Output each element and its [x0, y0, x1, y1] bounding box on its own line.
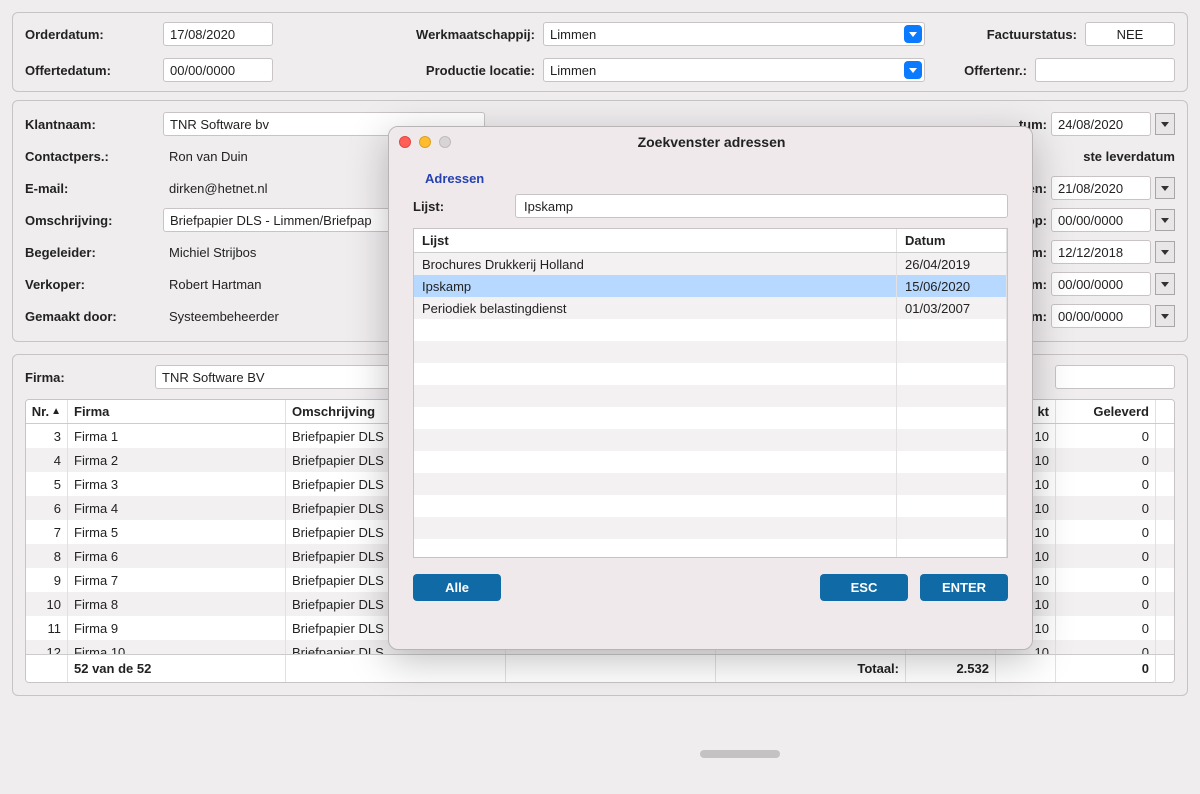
- werkmaatschappij-select[interactable]: Limmen: [543, 22, 925, 46]
- productielocatie-select[interactable]: Limmen: [543, 58, 925, 82]
- firma-value[interactable]: TNR Software BV: [155, 365, 395, 389]
- contactpers-value: Ron van Duin: [163, 149, 248, 164]
- list-item: [414, 517, 1007, 539]
- calendar-dropdown-icon[interactable]: [1155, 305, 1175, 327]
- omschrijving-label: Omschrijving:: [25, 213, 155, 228]
- factuurstatus-label: Factuurstatus:: [987, 27, 1077, 42]
- alle-button[interactable]: Alle: [413, 574, 501, 601]
- date-field: ste leverdatum: [1083, 143, 1175, 169]
- list-item: [414, 539, 1007, 557]
- list-item[interactable]: Periodiek belastingdienst 01/03/2007: [414, 297, 1007, 319]
- date-field: tum: 24/08/2020: [1017, 111, 1175, 137]
- lijst-label: Lijst:: [413, 199, 503, 214]
- werkmaatschappij-value: Limmen: [550, 27, 596, 42]
- calendar-dropdown-icon[interactable]: [1155, 177, 1175, 199]
- footer-totaal-label: Totaal:: [716, 655, 906, 682]
- productielocatie-label: Productie locatie:: [395, 63, 535, 78]
- col-nr[interactable]: Nr.▲: [26, 400, 68, 423]
- date-field: l op: 00/00/0000: [1017, 207, 1175, 233]
- gemaaktdoor-label: Gemaakt door:: [25, 309, 155, 324]
- col-geleverd[interactable]: Geleverd: [1056, 400, 1156, 423]
- modal-col-datum[interactable]: Datum: [897, 229, 1007, 252]
- enter-button[interactable]: ENTER: [920, 574, 1008, 601]
- calendar-dropdown-icon[interactable]: [1155, 241, 1175, 263]
- adressen-fieldset-label: Adressen: [425, 171, 1014, 186]
- verkoper-label: Verkoper:: [25, 277, 155, 292]
- verkoper-value: Robert Hartman: [163, 277, 261, 292]
- order-header-panel: Orderdatum: 17/08/2020 Offertedatum: 00/…: [12, 12, 1188, 92]
- orderdatum-value[interactable]: 17/08/2020: [163, 22, 273, 46]
- firma-label: Firma:: [25, 370, 145, 385]
- list-item: [414, 385, 1007, 407]
- address-search-dialog: Zoekvenster adressen Adressen Lijst: Ips…: [388, 126, 1033, 650]
- contactpers-label: Contactpers.:: [25, 149, 155, 164]
- calendar-dropdown-icon[interactable]: [1155, 273, 1175, 295]
- esc-button[interactable]: ESC: [820, 574, 908, 601]
- date-value[interactable]: 00/00/0000: [1051, 272, 1151, 296]
- date-value[interactable]: 00/00/0000: [1051, 208, 1151, 232]
- footer-count: 52 van de 52: [68, 655, 286, 682]
- date-label: ste leverdatum: [1083, 149, 1175, 164]
- list-item: [414, 319, 1007, 341]
- calendar-dropdown-icon[interactable]: [1155, 113, 1175, 135]
- offertenr-value[interactable]: [1035, 58, 1175, 82]
- dialog-title: Zoekvenster adressen: [401, 134, 1022, 150]
- begeleider-label: Begeleider:: [25, 245, 155, 260]
- date-value[interactable]: 00/00/0000: [1051, 304, 1151, 328]
- list-item: [414, 451, 1007, 473]
- date-value[interactable]: 21/08/2020: [1051, 176, 1151, 200]
- footer-totaal: 2.532: [906, 655, 996, 682]
- list-item: [414, 473, 1007, 495]
- chevron-down-icon: [904, 25, 922, 43]
- list-item: [414, 429, 1007, 451]
- sort-asc-icon: ▲: [51, 406, 61, 417]
- email-value: dirken@hetnet.nl: [163, 181, 267, 196]
- date-value[interactable]: 24/08/2020: [1051, 112, 1151, 136]
- begeleider-value: Michiel Strijbos: [163, 245, 256, 260]
- date-field: tum: 12/12/2018: [1017, 239, 1175, 265]
- col-firma[interactable]: Firma: [68, 400, 286, 423]
- klantnaam-label: Klantnaam:: [25, 117, 155, 132]
- dialog-titlebar[interactable]: Zoekvenster adressen: [389, 127, 1032, 157]
- table-footer: 52 van de 52 Totaal: 2.532 0: [26, 654, 1174, 682]
- date-field: tum: 00/00/0000: [1017, 271, 1175, 297]
- factuurstatus-value: NEE: [1085, 22, 1175, 46]
- orderdatum-label: Orderdatum:: [25, 27, 155, 42]
- werkmaatschappij-label: Werkmaatschappij:: [395, 27, 535, 42]
- footer-geleverd: 0: [1056, 655, 1156, 682]
- calendar-dropdown-icon[interactable]: [1155, 209, 1175, 231]
- lijst-input[interactable]: Ipskamp: [515, 194, 1008, 218]
- list-item[interactable]: Ipskamp 15/06/2020: [414, 275, 1007, 297]
- firma-extra-input[interactable]: [1055, 365, 1175, 389]
- list-item: [414, 363, 1007, 385]
- list-item: [414, 341, 1007, 363]
- list-item[interactable]: Brochures Drukkerij Holland 26/04/2019: [414, 253, 1007, 275]
- date-field: den: 21/08/2020: [1017, 175, 1175, 201]
- list-item: [414, 407, 1007, 429]
- modal-col-lijst[interactable]: Lijst: [414, 229, 897, 252]
- email-label: E-mail:: [25, 181, 155, 196]
- address-list-table: Lijst Datum Brochures Drukkerij Holland …: [413, 228, 1008, 558]
- list-item: [414, 495, 1007, 517]
- offertedatum-value[interactable]: 00/00/0000: [163, 58, 273, 82]
- offertedatum-label: Offertedatum:: [25, 63, 155, 78]
- chevron-down-icon: [904, 61, 922, 79]
- date-value[interactable]: 12/12/2018: [1051, 240, 1151, 264]
- offertenr-label: Offertenr.:: [964, 63, 1027, 78]
- gemaaktdoor-value: Systeembeheerder: [163, 309, 279, 324]
- productielocatie-value: Limmen: [550, 63, 596, 78]
- horizontal-scrollbar[interactable]: [700, 750, 780, 758]
- date-field: tum: 00/00/0000: [1017, 303, 1175, 329]
